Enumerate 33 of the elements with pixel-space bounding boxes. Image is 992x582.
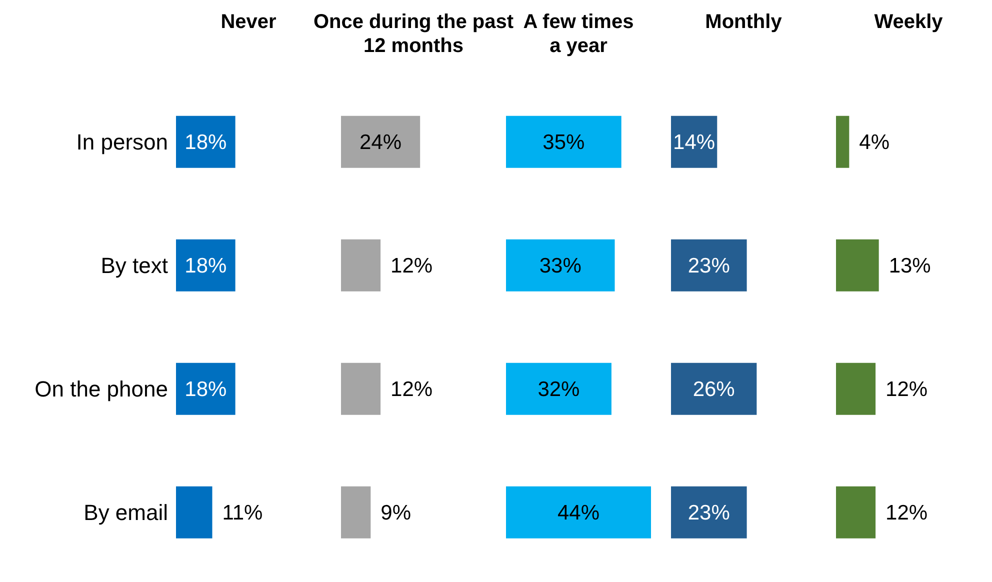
data-label: 23% (688, 254, 730, 278)
y-tick-label: By email (84, 500, 168, 526)
bar (506, 486, 651, 538)
chart-title: Monthly (705, 10, 782, 34)
data-label: 18% (184, 131, 227, 154)
data-label: 9% (380, 502, 412, 525)
data-label: 24% (360, 131, 402, 154)
bar (506, 239, 615, 292)
data-label: 13% (888, 254, 931, 278)
y-tick-label: On the phone (34, 376, 168, 402)
chart-title: Once during the past 12 months (313, 10, 514, 58)
bar (506, 116, 622, 168)
data-label: 12% (390, 378, 433, 402)
data-label: 12% (390, 254, 433, 278)
data-label: 23% (688, 502, 730, 525)
chart-title: Weekly (874, 10, 943, 34)
chart-title: A few times a year (523, 10, 634, 58)
data-label: 12% (886, 502, 928, 525)
data-label: 4% (859, 131, 890, 154)
data-label: 14% (673, 131, 716, 154)
data-label: 26% (692, 378, 735, 402)
data-label: 35% (542, 131, 585, 154)
y-tick-label: By text (100, 253, 168, 278)
data-label: 33% (539, 254, 582, 278)
data-label: 12% (886, 378, 928, 402)
data-label: 18% (184, 254, 227, 278)
data-label: 18% (184, 378, 227, 402)
y-tick-label: In person (76, 130, 168, 155)
chart-title: Never (220, 10, 276, 34)
data-label: 32% (538, 378, 580, 402)
bar (506, 362, 612, 415)
data-label: 44% (557, 502, 600, 525)
data-label: 11% (222, 502, 263, 525)
